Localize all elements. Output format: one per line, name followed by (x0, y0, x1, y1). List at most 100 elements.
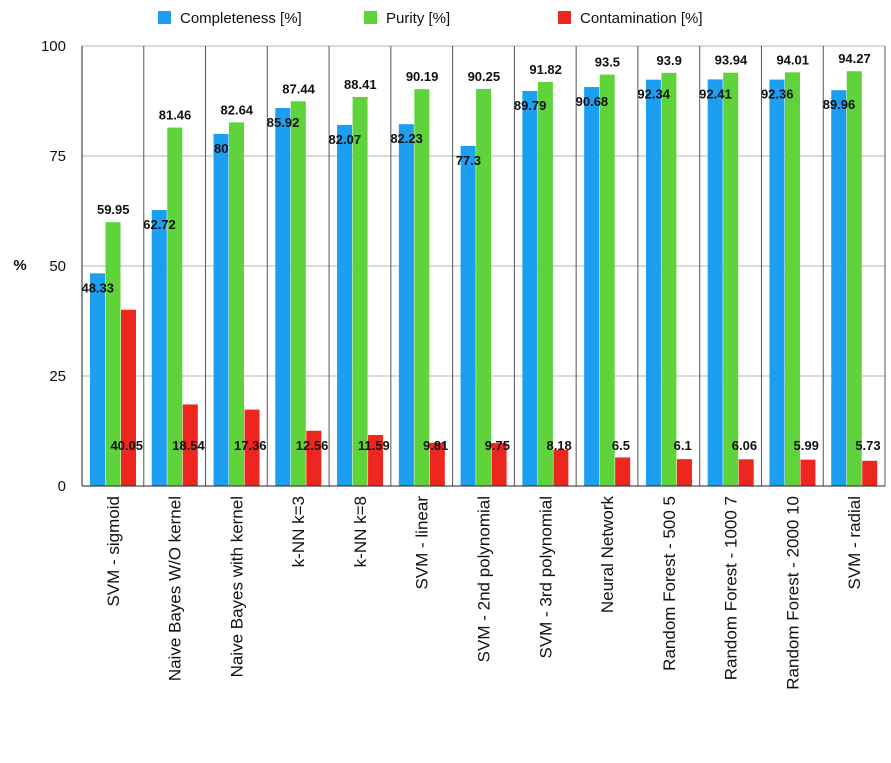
data-label-purity: 82.64 (221, 102, 254, 117)
x-tick-label: SVM - 2nd polynomial (475, 496, 494, 662)
bar-contamination-naive-bayes-with-kernel (244, 409, 260, 486)
bar-purity-svm-radial (846, 71, 862, 486)
bar-completeness-svm-2nd-polynomial (460, 145, 476, 486)
data-label-purity: 59.95 (97, 202, 130, 217)
data-label-purity: 93.9 (657, 53, 682, 68)
data-label-contamination: 11.59 (358, 438, 390, 453)
data-label-contamination: 18.54 (172, 438, 205, 453)
bar-completeness-random-forest-500-5 (645, 79, 661, 486)
bar-contamination-svm-3rd-polynomial (553, 450, 569, 486)
bar-contamination-random-forest-500-5 (676, 459, 692, 486)
bar-completeness-svm-sigmoid (90, 273, 105, 486)
data-label-completeness: 89.96 (823, 97, 856, 112)
data-label-completeness: 92.36 (761, 87, 794, 102)
bar-purity-naive-bayes-w-o-kernel (167, 127, 183, 487)
bar-contamination-svm-radial (862, 460, 878, 486)
bar-purity-svm-sigmoid (105, 222, 121, 486)
data-label-completeness: 92.34 (637, 87, 670, 102)
data-labels: 48.33 59.95 40.05 62.72 81.46 18.54 80 82.64 17.… (81, 51, 880, 453)
x-tick-label: Random Forest - 500 5 (660, 496, 679, 671)
data-label-completeness: 62.72 (143, 217, 176, 232)
bar-purity-random-forest-2000-10 (784, 72, 800, 486)
data-label-purity: 94.27 (838, 51, 871, 66)
legend-item-contamination: Contamination [%] (558, 10, 703, 27)
bar-purity-k-nn-k-8 (352, 96, 368, 486)
bar-completeness-naive-bayes-with-kernel (213, 134, 229, 486)
x-tick-label: k-NN k=8 (351, 496, 370, 567)
data-label-purity: 87.44 (282, 81, 315, 96)
x-tick-label: Random Forest - 1000 7 (722, 496, 741, 680)
bar-completeness-random-forest-2000-10 (769, 79, 785, 486)
data-label-contamination: 6.06 (732, 438, 757, 453)
data-label-purity: 88.41 (344, 77, 377, 92)
bar-contamination-k-nn-k-8 (368, 435, 384, 486)
bar-completeness-svm-radial (831, 90, 847, 487)
data-label-purity: 93.94 (715, 53, 748, 68)
data-label-purity: 94.01 (776, 52, 809, 67)
data-label-completeness: 48.33 (81, 280, 114, 295)
y-tick-label: 25 (49, 368, 66, 385)
data-label-purity: 90.19 (406, 69, 439, 84)
y-tick-label: 100 (41, 38, 66, 55)
x-tick-label: SVM - 3rd polynomial (536, 496, 555, 659)
legend-swatch (364, 11, 377, 24)
data-label-completeness: 92.41 (699, 86, 732, 101)
legend-label: Contamination [%] (580, 10, 703, 27)
x-tick-label: SVM - sigmoid (104, 496, 123, 607)
data-label-completeness: 80 (214, 141, 228, 156)
data-label-purity: 81.46 (159, 108, 192, 123)
bar-contamination-neural-network (615, 457, 631, 486)
x-tick-label: k-NN k=3 (289, 496, 308, 567)
axes: 0 25 50 75 100 SVM - sigmoid Naive Bayes W/O k… (41, 38, 885, 690)
legend-item-completeness: Completeness [%] (158, 10, 302, 27)
bar-contamination-random-forest-1000-7 (738, 459, 754, 486)
legend-swatch (558, 11, 571, 24)
bar-completeness-k-nn-k-8 (337, 124, 353, 486)
bar-completeness-svm-3rd-polynomial (522, 90, 538, 486)
bar-purity-svm-3rd-polynomial (537, 81, 553, 486)
bar-completeness-random-forest-1000-7 (707, 79, 723, 487)
data-label-completeness: 82.23 (390, 131, 423, 146)
data-label-contamination: 5.99 (794, 438, 819, 453)
x-tick-label: Naive Bayes with kernel (227, 496, 246, 677)
data-label-completeness: 85.92 (267, 115, 300, 130)
data-label-purity: 90.25 (468, 69, 501, 84)
x-tick-label: Neural Network (598, 496, 617, 614)
bar-completeness-neural-network (584, 87, 600, 487)
x-tick-label: SVM - linear (413, 496, 432, 590)
data-label-contamination: 6.1 (674, 438, 692, 453)
x-tick-label: Naive Bayes W/O kernel (166, 496, 185, 681)
grid-lines (81, 45, 886, 487)
bar-contamination-svm-sigmoid (121, 309, 136, 486)
y-tick-label: 50 (49, 258, 66, 275)
data-label-contamination: 5.73 (855, 438, 880, 453)
bar-contamination-k-nn-k-3 (306, 430, 322, 486)
data-label-contamination: 9.75 (485, 438, 510, 453)
legend-label: Purity [%] (386, 10, 450, 27)
data-label-completeness: 77.3 (456, 153, 481, 168)
bar-completeness-svm-linear (398, 124, 414, 487)
data-label-contamination: 8.18 (546, 438, 571, 453)
x-tick-label: Random Forest - 2000 10 (783, 496, 802, 690)
bar-purity-k-nn-k-3 (290, 101, 306, 486)
data-label-completeness: 90.68 (576, 94, 609, 109)
data-label-completeness: 89.79 (514, 98, 547, 113)
bar-contamination-svm-2nd-polynomial (491, 443, 507, 486)
data-label-completeness: 82.07 (329, 132, 362, 147)
data-label-contamination: 9.81 (423, 438, 448, 453)
bar-purity-naive-bayes-with-kernel (229, 122, 245, 486)
bar-contamination-random-forest-2000-10 (800, 459, 816, 486)
bar-purity-random-forest-500-5 (661, 72, 677, 486)
bar-purity-svm-linear (414, 89, 430, 486)
legend-item-purity: Purity [%] (364, 10, 450, 27)
legend: Completeness [%] Purity [%] Contamination … (158, 10, 703, 27)
data-label-contamination: 40.05 (110, 438, 143, 453)
bar-completeness-naive-bayes-w-o-kernel (151, 210, 167, 487)
bar-contamination-naive-bayes-w-o-kernel (182, 404, 198, 486)
bar-purity-svm-2nd-polynomial (476, 88, 492, 487)
legend-label: Completeness [%] (180, 10, 302, 27)
y-tick-label: 0 (58, 478, 66, 495)
data-label-purity: 93.5 (595, 55, 620, 70)
bar-purity-random-forest-1000-7 (723, 72, 739, 486)
